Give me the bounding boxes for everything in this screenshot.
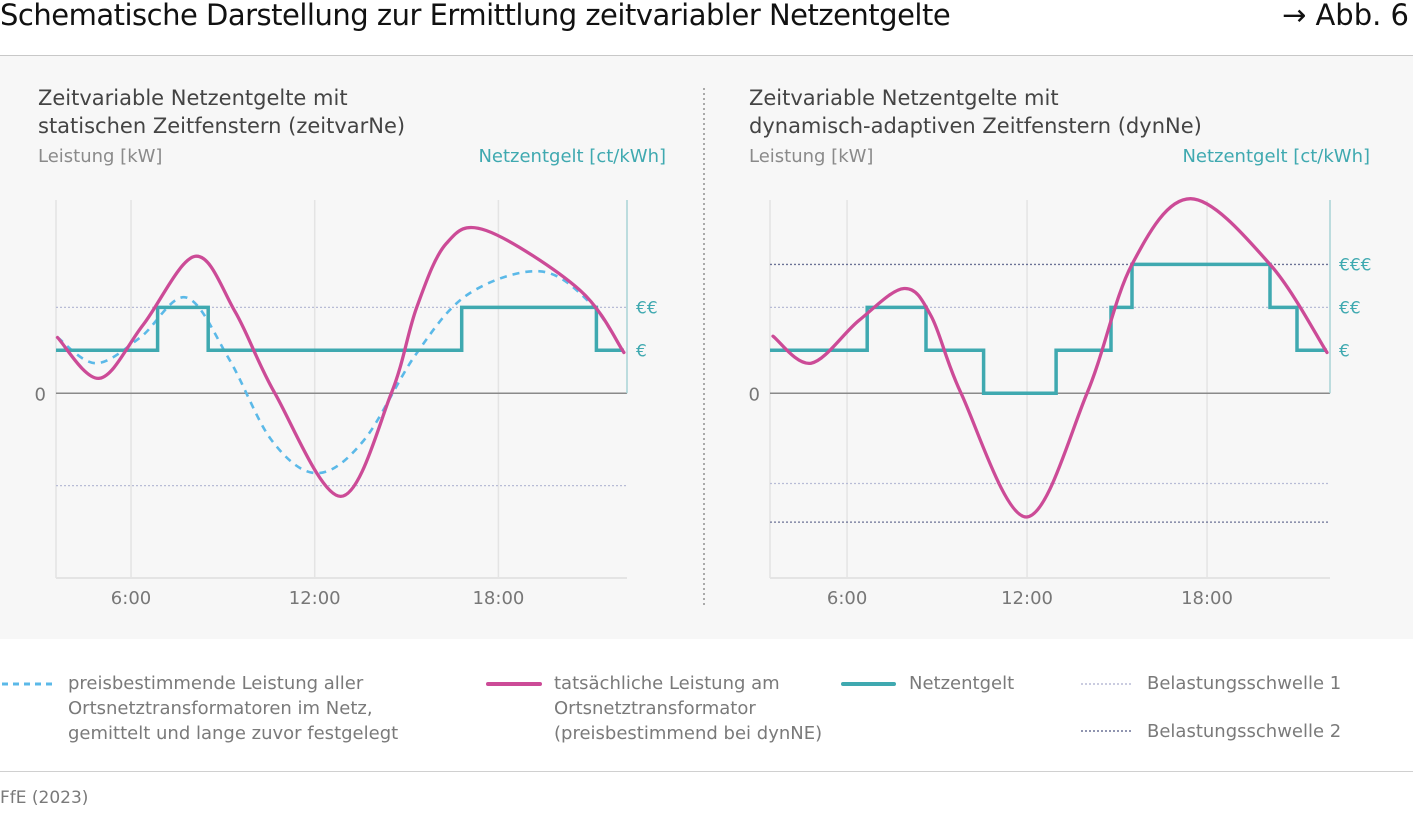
y2-tick-label: € <box>636 341 647 361</box>
legend-item-actual-load: tatsächliche Leistung am Ortsnetztransfo… <box>554 671 822 746</box>
right-y-axis-label: Leistung [kW] <box>749 146 874 167</box>
x-tick-label: 18:00 <box>472 588 524 609</box>
left-chart-title-line1: Zeitvariable Netzentgelte mit <box>38 86 348 110</box>
legend-item-threshold-1: Belastungsschwelle 1 <box>1147 673 1342 694</box>
grid-fee-series <box>56 305 624 353</box>
legend-item-threshold-2: Belastungsschwelle 2 <box>1147 721 1342 742</box>
actual-load-series <box>771 197 1329 519</box>
right-y2-axis-label: Netzentgelt [ct/kWh] <box>1182 146 1370 167</box>
x-tick-label: 18:00 <box>1181 588 1233 609</box>
x-tick-label: 6:00 <box>827 588 867 609</box>
legend-label: Ortsnetztransformator <box>554 698 756 719</box>
legend-label: Ortsnetztransformatoren im Netz, <box>68 698 373 719</box>
x-tick-label: 12:00 <box>1001 588 1053 609</box>
grid-fee-series <box>770 262 1327 396</box>
legend-label: gemittelt und lange zuvor festgelegt <box>68 723 399 744</box>
chart-panel <box>0 56 1413 639</box>
legend-item-price-load: preisbestimmende Leistung aller Ortsnetz… <box>68 671 398 746</box>
x-tick-label: 6:00 <box>111 588 151 609</box>
left-chart-title-line2: statischen Zeitfenstern (zeitvarNe) <box>38 114 406 138</box>
legend-label: (preisbestimmend bei dynNE) <box>554 723 823 744</box>
source-note: FfE (2023) <box>0 788 89 808</box>
header-divider <box>0 55 1413 56</box>
left-chart-title: Zeitvariable Netzentgelte mit statischen… <box>38 84 405 140</box>
y2-tick-label: €€€ <box>1339 255 1371 275</box>
right-chart: 6:00 12:00 18:000€€€€€€ <box>749 197 1371 609</box>
legend-item-grid-fee: Netzentgelt <box>909 673 1015 694</box>
right-chart-title: Zeitvariable Netzentgelte mit dynamisch-… <box>749 84 1202 140</box>
y2-tick-label: €€ <box>636 298 658 318</box>
left-chart: 6:00 12:00 18:000€€€ <box>35 200 658 609</box>
price-load-series <box>56 269 625 475</box>
footer-divider <box>0 771 1413 772</box>
legend-label: tatsächliche Leistung am <box>554 673 780 694</box>
y2-tick-label: €€ <box>1339 298 1361 318</box>
y-tick-label: 0 <box>749 384 760 405</box>
right-chart-title-line2: dynamisch-adaptiven Zeitfenstern (dynNe) <box>749 114 1202 138</box>
left-y-axis-label: Leistung [kW] <box>38 146 163 167</box>
x-tick-label: 12:00 <box>289 588 341 609</box>
actual-load-series <box>55 225 626 499</box>
y-tick-label: 0 <box>35 384 46 405</box>
figure-reference: → Abb. 6 <box>1281 0 1409 32</box>
legend-label: preisbestimmende Leistung aller <box>68 673 364 694</box>
figure-title: Schematische Darstellung zur Ermittlung … <box>0 0 951 32</box>
left-y2-axis-label: Netzentgelt [ct/kWh] <box>478 146 666 167</box>
right-chart-title-line1: Zeitvariable Netzentgelte mit <box>749 86 1059 110</box>
y2-tick-label: € <box>1339 341 1350 361</box>
